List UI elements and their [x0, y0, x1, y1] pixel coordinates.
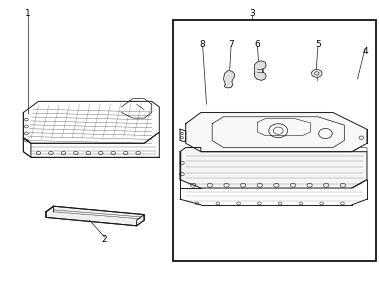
- Bar: [172, 20, 376, 261]
- Text: 6: 6: [255, 40, 260, 49]
- Text: 7: 7: [228, 40, 234, 49]
- Circle shape: [312, 69, 322, 77]
- Polygon shape: [186, 112, 367, 152]
- Text: 8: 8: [200, 40, 205, 49]
- Text: 1: 1: [25, 9, 31, 18]
- Polygon shape: [254, 61, 266, 80]
- Text: 4: 4: [362, 47, 368, 56]
- Polygon shape: [46, 206, 144, 226]
- Text: 2: 2: [102, 235, 107, 244]
- Text: 3: 3: [249, 9, 255, 18]
- Polygon shape: [180, 148, 367, 188]
- Polygon shape: [224, 71, 235, 88]
- Text: 5: 5: [315, 40, 321, 49]
